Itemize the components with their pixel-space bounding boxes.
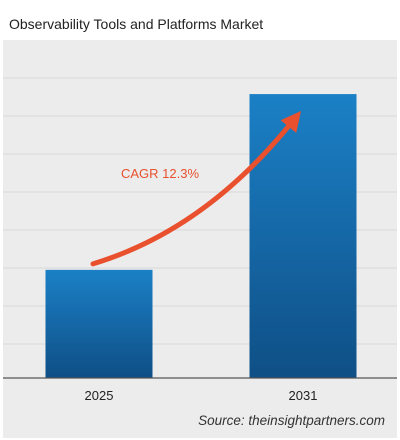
- growth-arrow: [90, 119, 295, 267]
- bar-2031: [249, 94, 357, 378]
- bar-2025: [45, 269, 153, 378]
- growth-arrow-head: [280, 111, 301, 133]
- cagr-annotation: CAGR 12.3%: [121, 166, 199, 181]
- source-credit: Source: theinsightpartners.com: [198, 413, 385, 428]
- chart-title: Observability Tools and Platforms Market: [9, 16, 264, 32]
- x-tick-label-2025: 2025: [85, 388, 114, 403]
- x-tick-label-2031: 2031: [289, 388, 318, 403]
